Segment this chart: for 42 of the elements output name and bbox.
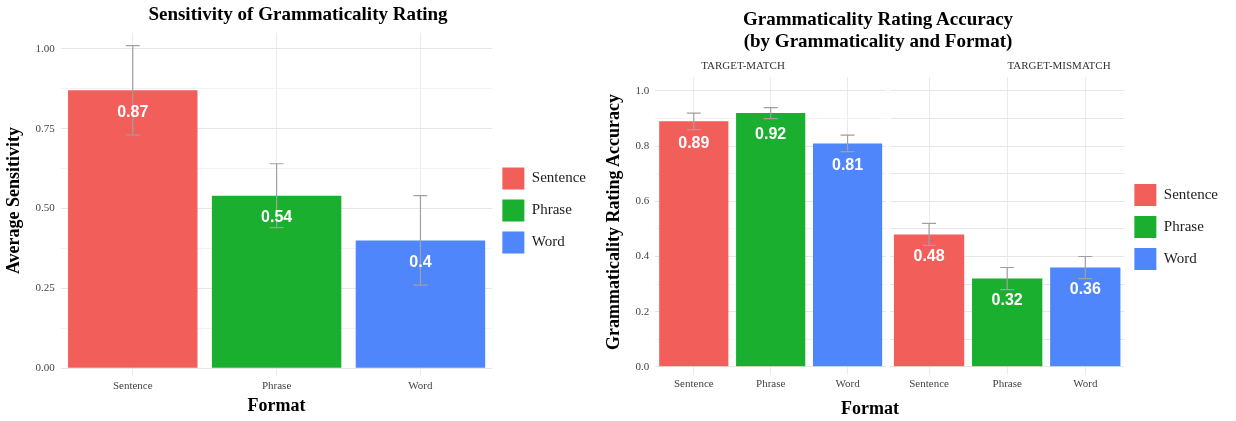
chart-title: Sensitivity of Grammaticality Rating (148, 3, 449, 25)
x-tick-label: Word (408, 378, 434, 391)
data-label: 0.36 (1069, 279, 1101, 297)
y-tick-label: 1.00 (35, 41, 56, 54)
y-tick-label: 0.75 (35, 121, 56, 134)
y-tick-label: 0.8 (635, 139, 650, 152)
chart-subtitle: TARGET-MISMATCH (1007, 59, 1111, 72)
x-tick-label: Sentence (909, 377, 950, 390)
data-label: 0.89 (678, 133, 710, 151)
y-axis-title: Average Sensitivity (3, 126, 24, 275)
legend-label: Phrase (1163, 217, 1205, 234)
y-tick-label: 0.50 (35, 201, 56, 214)
data-label: 0.81 (831, 155, 864, 173)
x-tick-label: Sentence (112, 378, 153, 391)
y-tick-label: 0.4 (635, 249, 650, 262)
y-tick-label: 0.0 (635, 359, 650, 372)
x-tick-label: Sentence (673, 377, 714, 390)
data-label: 0.48 (913, 246, 945, 264)
y-tick-label: 1.0 (635, 83, 650, 96)
data-label: 0.92 (755, 125, 787, 143)
x-axis-title: Format (247, 394, 306, 415)
y-tick-label: 0.6 (635, 194, 650, 207)
data-label: 0.32 (991, 290, 1023, 308)
chart-title: Grammaticality Rating Accuracy (by Grammaticality and Format) (741, 7, 1015, 53)
x-tick-label: Phrase (261, 378, 292, 391)
y-tick-label: 0.2 (635, 304, 650, 317)
data-label: 0.4 (409, 252, 432, 270)
x-tick-label: Phrase (992, 377, 1022, 390)
y-tick-label: 0.25 (35, 281, 56, 294)
x-tick-label: Word (1073, 377, 1098, 390)
legend-label: Sentence (1163, 185, 1219, 202)
legend-label: Word (531, 233, 566, 250)
legend-label: Phrase (531, 201, 573, 218)
y-axis-title: Grammaticality Rating Accuracy (603, 94, 624, 350)
x-tick-label: Phrase (756, 377, 786, 390)
legend-label: Word (1163, 249, 1198, 266)
data-label: 0.87 (117, 102, 149, 120)
x-axis-title: Format (840, 398, 900, 419)
legend-label: Sentence (531, 169, 587, 186)
y-tick-label: 0.00 (35, 361, 56, 374)
x-tick-label: Word (835, 377, 861, 390)
chart-subtitle: TARGET-MATCH (701, 59, 785, 72)
